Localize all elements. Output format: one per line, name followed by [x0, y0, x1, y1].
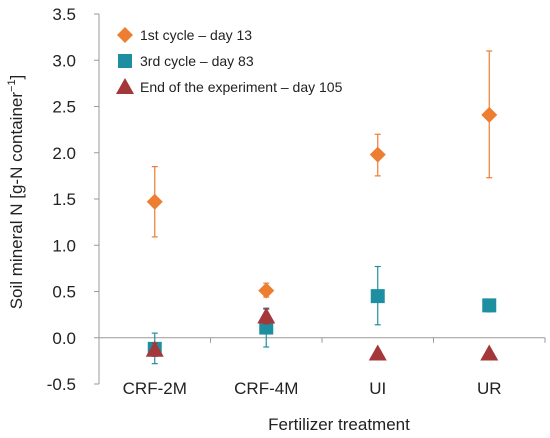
series-group [145, 307, 499, 361]
legend: 1st cycle – day 13 3rd cycle – day 83 End … [116, 27, 343, 95]
legend-marker-square [118, 54, 132, 68]
series-group [147, 265, 497, 365]
y-tick-label: 0.5 [52, 283, 76, 302]
data-point-triangle [480, 344, 499, 361]
data-point-square [259, 320, 274, 335]
series-layer [145, 50, 499, 365]
y-axis-title-close: ] [7, 75, 26, 80]
data-point-diamond [481, 106, 498, 123]
data-point-diamond [369, 146, 386, 163]
y-tick-label: 0.0 [52, 329, 76, 348]
legend-marker-diamond [117, 27, 133, 43]
y-tick-labels: -0.5 0.0 0.5 1.0 1.5 2.0 2.5 3.0 3.5 [47, 5, 76, 394]
x-tick-label: UI [369, 379, 386, 398]
x-tick-label: CRF-4M [234, 379, 298, 398]
x-axis-title: Fertilizer treatment [268, 415, 410, 434]
axes [94, 13, 546, 385]
y-tick-label: 2.0 [52, 144, 76, 163]
legend-label: 3rd cycle – day 83 [140, 53, 254, 69]
x-tick-label: UR [477, 379, 502, 398]
data-point-triangle [368, 344, 387, 361]
data-point-diamond [146, 193, 163, 210]
y-axis-title: Soil mineral N [g-N container−1] [6, 75, 26, 310]
x-tick-labels: CRF-2M CRF-4M UI UR [123, 379, 502, 398]
data-point-triangle [145, 340, 164, 357]
legend-label: 1st cycle – day 13 [140, 27, 252, 43]
y-axis-title-superscript: −1 [6, 79, 18, 92]
y-tick-label: -0.5 [47, 375, 76, 394]
y-tick-label: 1.0 [52, 236, 76, 255]
data-point-square [370, 289, 385, 304]
legend-marker-triangle [116, 78, 134, 94]
data-point-square [482, 298, 497, 313]
legend-label: End of the experiment – day 105 [140, 79, 343, 95]
x-tick-label: CRF-2M [123, 379, 187, 398]
y-tick-label: 1.5 [52, 190, 76, 209]
y-tick-label: 2.5 [52, 98, 76, 117]
data-point-diamond [258, 282, 275, 299]
y-tick-label: 3.0 [52, 51, 76, 70]
y-tick-label: 3.5 [52, 5, 76, 24]
data-point-triangle [257, 307, 276, 324]
series-group [146, 50, 498, 299]
y-axis-title-main: Soil mineral N [g-N container [7, 92, 26, 310]
